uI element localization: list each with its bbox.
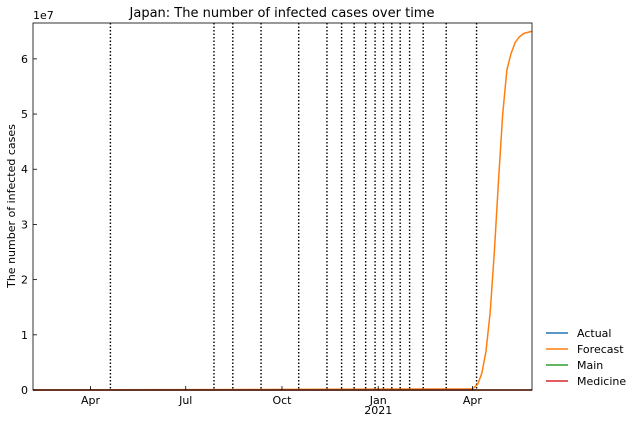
x-tick-label: Oct bbox=[272, 394, 292, 407]
legend: Actual Forecast Main Medicine bbox=[546, 327, 626, 388]
y-tick-label: 5 bbox=[21, 108, 28, 121]
legend-item-forecast: Forecast bbox=[546, 343, 624, 356]
y-tick-label: 1 bbox=[21, 329, 28, 342]
y-tick-label: 2 bbox=[21, 274, 28, 287]
change-date-lines bbox=[109, 23, 478, 390]
x-tick-label: Apr bbox=[463, 394, 483, 407]
y-axis-offset-label: 1e7 bbox=[33, 9, 54, 22]
y-axis-label: The number of infected cases bbox=[5, 124, 18, 289]
x-tick-label: Jul bbox=[178, 394, 192, 407]
x-tick-sublabel: 2021 bbox=[364, 404, 392, 417]
legend-label: Main bbox=[577, 359, 603, 372]
legend-item-actual: Actual bbox=[546, 327, 611, 340]
y-tick-label: 0 bbox=[21, 384, 28, 397]
y-tick-label: 6 bbox=[21, 53, 28, 66]
legend-item-medicine: Medicine bbox=[546, 375, 626, 388]
chart-title: Japan: The number of infected cases over… bbox=[129, 6, 435, 21]
plot-frame bbox=[32, 22, 533, 391]
x-tick-label: Apr bbox=[81, 394, 101, 407]
y-tick-label: 3 bbox=[21, 218, 28, 231]
y-ticks: 0 1 2 3 4 5 6 bbox=[21, 53, 37, 397]
x-tick-label: Jan bbox=[369, 394, 387, 407]
series-layer bbox=[32, 30, 533, 391]
y-tick-label: 4 bbox=[21, 163, 28, 176]
legend-label: Medicine bbox=[577, 375, 626, 388]
legend-label: Actual bbox=[577, 327, 611, 340]
series-line-forecast bbox=[32, 30, 533, 391]
legend-label: Forecast bbox=[577, 343, 624, 356]
legend-item-main: Main bbox=[546, 359, 603, 372]
